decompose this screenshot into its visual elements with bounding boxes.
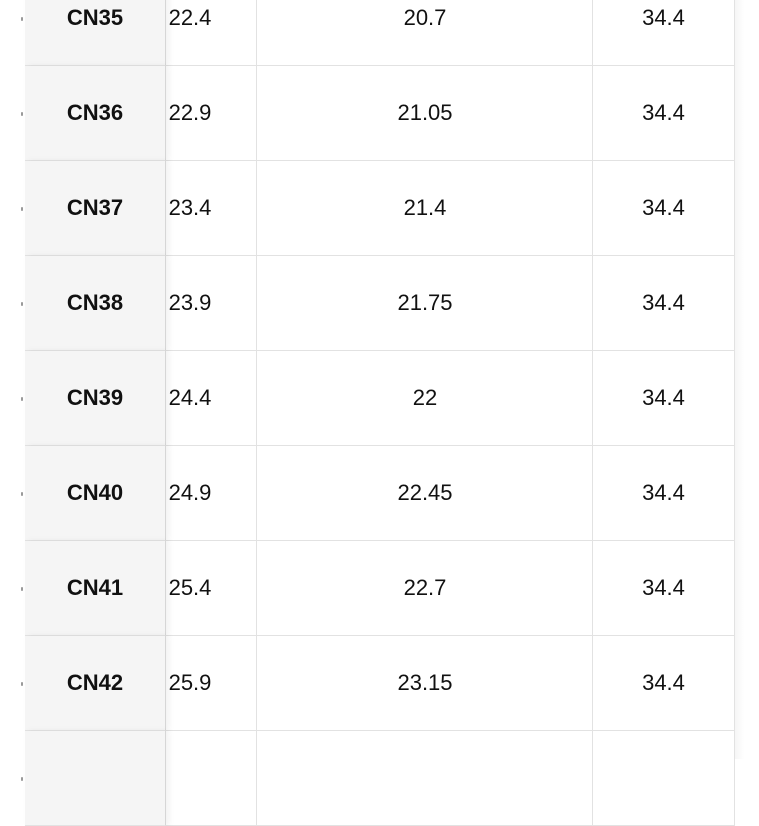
value-cell: 34.4 — [592, 256, 735, 351]
row-marker — [21, 112, 23, 116]
value-cell: 21.75 — [256, 256, 593, 351]
table-row: 23.4 21.4 34.4 CN37 — [0, 161, 759, 256]
row-marker — [21, 302, 23, 306]
table-row: 24.4 22 34.4 CN39 — [0, 351, 759, 446]
table-row: 22.4 20.7 34.4 CN35 — [0, 0, 759, 66]
value-cell: 34.4 — [592, 66, 735, 161]
value-cell: 21.05 — [256, 66, 593, 161]
value-cell: 34.4 — [592, 541, 735, 636]
size-label-cell — [25, 731, 166, 826]
value-cell: 23.15 — [256, 636, 593, 731]
value-cell: 34.4 — [592, 446, 735, 541]
value-cell — [256, 731, 593, 826]
row-marker — [21, 587, 23, 591]
table-row: 25.4 22.7 34.4 CN41 — [0, 541, 759, 636]
size-label-cell: CN35 — [25, 0, 166, 66]
value-cell: 22.7 — [256, 541, 593, 636]
size-label-cell: CN40 — [25, 446, 166, 541]
value-cell — [592, 731, 735, 826]
value-cell: 24.4 — [124, 351, 256, 446]
table-row: 23.9 21.75 34.4 CN38 — [0, 256, 759, 351]
table-row — [0, 731, 759, 826]
value-cell: 34.4 — [592, 636, 735, 731]
table-row: 22.9 21.05 34.4 CN36 — [0, 66, 759, 161]
size-label-cell: CN37 — [25, 161, 166, 256]
value-cell: 25.4 — [124, 541, 256, 636]
value-cell: 25.9 — [124, 636, 256, 731]
row-marker — [21, 492, 23, 496]
size-label-cell: CN38 — [25, 256, 166, 351]
value-cell: 20.7 — [256, 0, 593, 66]
value-cell: 22.45 — [256, 446, 593, 541]
value-cell: 23.4 — [124, 161, 256, 256]
table-right-edge — [734, 0, 759, 759]
value-cell: 22.4 — [124, 0, 256, 66]
size-label-cell: CN39 — [25, 351, 166, 446]
value-cell: 21.4 — [256, 161, 593, 256]
table-row: 25.9 23.15 34.4 CN42 — [0, 636, 759, 731]
value-cell: 24.9 — [124, 446, 256, 541]
row-marker — [21, 17, 23, 21]
size-label-cell: CN42 — [25, 636, 166, 731]
row-marker — [21, 397, 23, 401]
value-cell: 22 — [256, 351, 593, 446]
value-cell: 23.9 — [124, 256, 256, 351]
value-cell: 34.4 — [592, 351, 735, 446]
value-cell: 34.4 — [592, 0, 735, 66]
value-cell: 22.9 — [124, 66, 256, 161]
value-cell: 34.4 — [592, 161, 735, 256]
size-label-cell: CN41 — [25, 541, 166, 636]
row-marker — [21, 207, 23, 211]
row-marker — [21, 682, 23, 686]
size-label-cell: CN36 — [25, 66, 166, 161]
table-row: 24.9 22.45 34.4 CN40 — [0, 446, 759, 541]
row-marker — [21, 777, 23, 781]
